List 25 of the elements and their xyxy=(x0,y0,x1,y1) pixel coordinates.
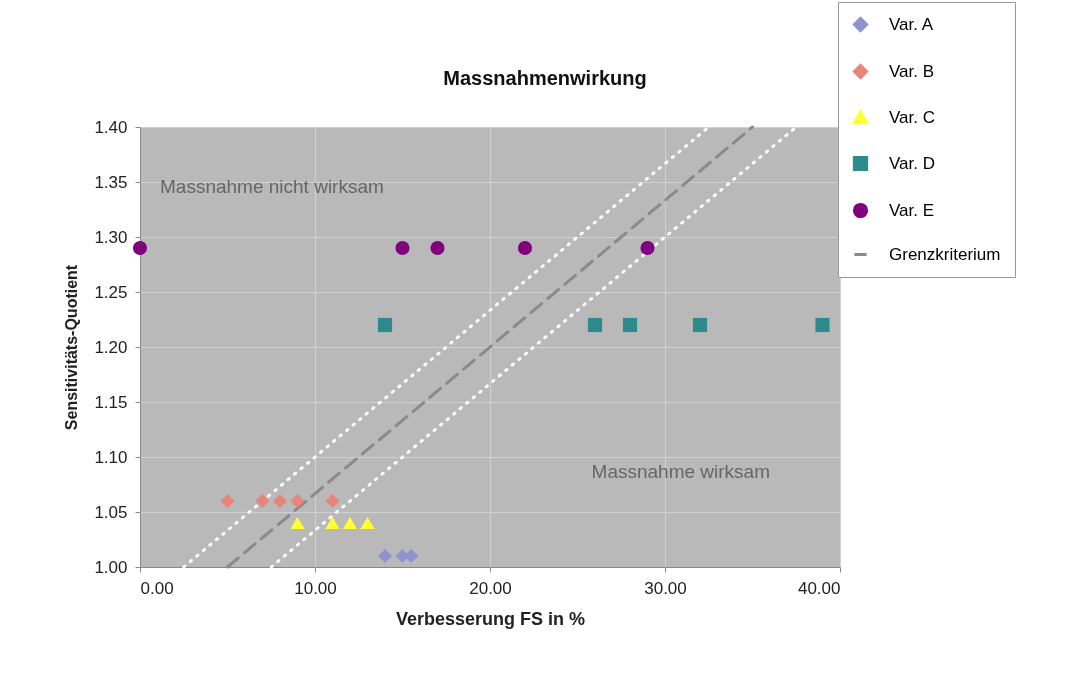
y-tick-label: 1.30 xyxy=(94,227,128,247)
y-tick-label: 1.15 xyxy=(94,392,128,412)
x-tick-label: 30.00 xyxy=(644,578,687,598)
legend-label: Var. E xyxy=(889,200,935,220)
y-axis-title: Sensitivitäts-Quotient xyxy=(63,264,81,431)
x-tick-label: 20.00 xyxy=(469,578,512,598)
legend-label: Var. B xyxy=(889,61,935,81)
y-tick-label: 1.20 xyxy=(94,337,128,357)
legend-label: Var. A xyxy=(889,14,934,34)
annotation: Massnahme nicht wirksam xyxy=(160,176,384,197)
x-tick-label: 0.00 xyxy=(140,578,174,598)
x-axis-title: Verbesserung FS in % xyxy=(395,608,586,629)
legend-label: Var. D xyxy=(889,153,935,173)
y-tick-label: 1.00 xyxy=(94,557,128,577)
chart-title: Massnahmenwirkung xyxy=(443,67,647,89)
legend-label: Var. C xyxy=(889,107,935,127)
annotation: Massnahme wirksam xyxy=(591,461,770,482)
y-tick-label: 1.05 xyxy=(94,502,128,522)
y-tick-label: 1.10 xyxy=(94,447,128,467)
x-tick-label: 10.00 xyxy=(294,578,337,598)
y-tick-label: 1.25 xyxy=(94,282,128,302)
legend-label: Grenzkriterium xyxy=(889,244,1001,264)
x-tick-label: 40.00 xyxy=(797,578,841,598)
y-tick-label: 1.35 xyxy=(94,172,128,192)
y-tick-label: 1.40 xyxy=(94,117,128,137)
